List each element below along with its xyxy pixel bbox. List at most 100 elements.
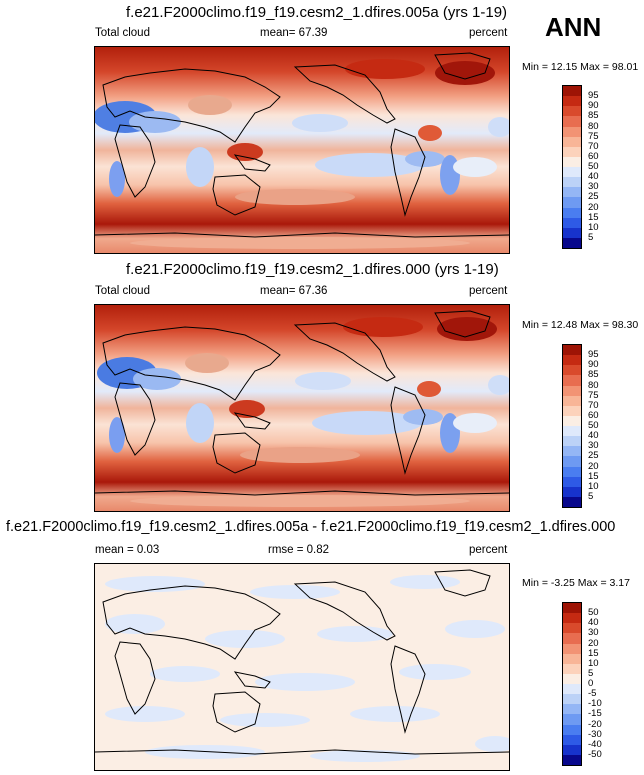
colorbar-swatch xyxy=(563,694,581,705)
colorbar-swatch xyxy=(563,207,581,218)
colorbar-tick-label: -10 xyxy=(588,698,602,710)
colorbar-swatch xyxy=(563,754,581,765)
panel-3-minmax: Min = -3.25 Max = 3.17 xyxy=(522,577,630,589)
colorbar-tick-label: 30 xyxy=(588,181,599,193)
colorbar-tick-label: 95 xyxy=(588,90,599,102)
colorbar-tick-label: 25 xyxy=(588,191,599,203)
colorbar-swatch xyxy=(563,227,581,238)
colorbar-tick-label: 15 xyxy=(588,470,599,482)
colorbar-swatch xyxy=(563,177,581,188)
colorbar-tick-label: 50 xyxy=(588,420,599,431)
panel-3-map xyxy=(94,563,510,771)
colorbar-tick-label: -15 xyxy=(588,708,602,720)
colorbar-swatches xyxy=(562,85,582,249)
colorbar-tick-label: 10 xyxy=(588,221,599,233)
colorbar-swatch xyxy=(563,476,581,487)
panel-3-colorbar: 50 40 30 20 15 10 5 0 -5 -10 -15 -20 -30 -40 -50 xyxy=(562,602,622,768)
panel-2-mean-label: mean= 67.36 xyxy=(260,285,328,297)
colorbar-tick-label: 70 xyxy=(588,399,599,411)
colorbar-tick-label: 85 xyxy=(588,369,599,381)
colorbar-tick-label: -30 xyxy=(588,728,602,740)
colorbar-tick-label: 40 xyxy=(588,430,599,442)
colorbar-swatch xyxy=(563,744,581,755)
colorbar-swatch xyxy=(563,724,581,735)
colorbar-swatch xyxy=(563,187,581,198)
panel-3-mean-label: mean = 0.03 xyxy=(95,544,160,556)
colorbar-swatch xyxy=(563,156,581,167)
panel-2-heatmap xyxy=(95,305,509,511)
colorbar-tick-label: 80 xyxy=(588,379,599,391)
colorbar-tick-label: 80 xyxy=(588,120,599,132)
panel-2-colorbar: 95 90 85 80 75 70 60 50 40 30 25 20 15 10 5 xyxy=(562,344,622,510)
colorbar-swatch xyxy=(563,136,581,147)
panel-1-minmax: Min = 12.15 Max = 98.01 xyxy=(522,61,639,73)
colorbar-swatch xyxy=(563,623,581,634)
colorbar-swatch xyxy=(563,714,581,725)
colorbar-swatch xyxy=(563,365,581,376)
colorbar-swatch xyxy=(563,106,581,117)
colorbar-swatch xyxy=(563,496,581,507)
colorbar-tick-label: 70 xyxy=(588,140,599,152)
colorbar-tick-label: 5 xyxy=(588,231,594,243)
colorbar-tick-label: 40 xyxy=(588,617,599,629)
colorbar-tick-label: -40 xyxy=(588,738,602,750)
colorbar-tick-label: 5 xyxy=(588,667,594,679)
colorbar-tick-label: 30 xyxy=(588,627,599,639)
colorbar-tick-label: 85 xyxy=(588,110,599,122)
panel-2-units-label: percent xyxy=(469,285,508,297)
colorbar-swatch xyxy=(563,355,581,366)
colorbar-tick-label: 15 xyxy=(588,211,599,223)
colorbar-tick-label: 20 xyxy=(588,637,599,649)
colorbar-swatch xyxy=(563,426,581,437)
panel-1-coastlines xyxy=(95,52,509,238)
panel-3-coastlines xyxy=(95,569,509,755)
panel-3-negative-areas xyxy=(105,575,509,762)
colorbar-tick-label: 40 xyxy=(588,171,599,183)
colorbar-swatch xyxy=(563,456,581,467)
colorbar-tick-label: 60 xyxy=(588,409,599,421)
colorbar-swatch xyxy=(563,673,581,684)
panel-2-title: f.e21.F2000climo.f19_f19.cesm2_1.dfires.… xyxy=(126,261,499,278)
panel-2-coastlines xyxy=(95,310,509,496)
colorbar-tick-label: 75 xyxy=(588,130,599,142)
colorbar-tick-label: 10 xyxy=(588,657,599,669)
colorbar-swatch xyxy=(563,613,581,624)
colorbar-swatch xyxy=(563,643,581,654)
colorbar-swatch xyxy=(563,486,581,497)
panel-2-variable-label: Total cloud xyxy=(95,285,150,297)
panel-1-variable-label: Total cloud xyxy=(95,27,150,39)
colorbar-tick-label: 5 xyxy=(588,490,594,502)
colorbar-swatch xyxy=(563,663,581,674)
colorbar-swatches xyxy=(562,602,582,766)
colorbar-tick-label: 90 xyxy=(588,100,599,112)
colorbar-tick-label: 20 xyxy=(588,201,599,213)
colorbar-tick-label: 90 xyxy=(588,359,599,371)
colorbar-swatch xyxy=(563,466,581,477)
panel-3-title: f.e21.F2000climo.f19_f19.cesm2_1.dfires.… xyxy=(6,519,616,535)
panel-3-rmse-label: rmse = 0.82 xyxy=(268,544,330,556)
colorbar-swatch xyxy=(563,395,581,406)
colorbar-swatch xyxy=(563,345,581,356)
panel-3-heatmap xyxy=(95,564,509,770)
colorbar-tick-label: 95 xyxy=(588,349,599,361)
colorbar-swatch xyxy=(563,146,581,157)
colorbar-swatch xyxy=(563,237,581,248)
colorbar-tick-label: 75 xyxy=(588,389,599,401)
colorbar-swatches xyxy=(562,344,582,508)
panel-1-units-label: percent xyxy=(469,27,508,39)
colorbar-swatch xyxy=(563,653,581,664)
colorbar-swatch xyxy=(563,375,581,386)
colorbar-tick-label: 25 xyxy=(588,450,599,462)
colorbar-swatch xyxy=(563,116,581,127)
colorbar-swatch xyxy=(563,126,581,137)
colorbar-swatch xyxy=(563,197,581,208)
colorbar-tick-label: 50 xyxy=(588,607,599,619)
colorbar-swatch xyxy=(563,96,581,107)
colorbar-swatch xyxy=(563,385,581,396)
panel-1-title: f.e21.F2000climo.f19_f19.cesm2_1.dfires.… xyxy=(126,4,508,21)
colorbar-tick-label: -20 xyxy=(588,718,602,730)
colorbar-swatch xyxy=(563,405,581,416)
colorbar-swatch xyxy=(563,217,581,228)
season-label: ANN xyxy=(545,12,602,42)
panel-2-map xyxy=(94,304,510,512)
